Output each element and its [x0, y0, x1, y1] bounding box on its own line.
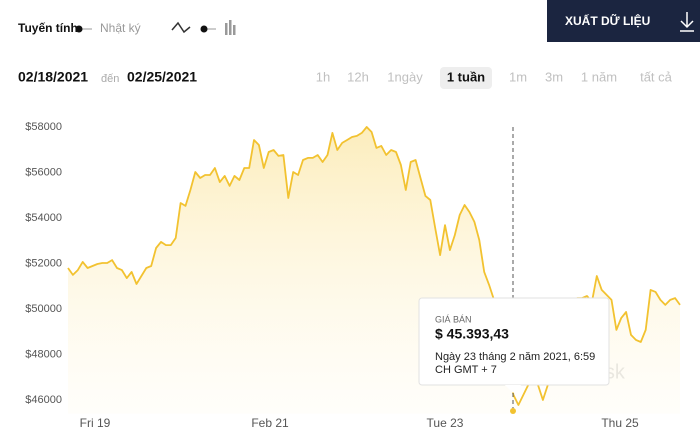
bar-icon[interactable] [225, 20, 236, 35]
hover-dot [510, 408, 516, 414]
range-button[interactable]: 12h [347, 69, 369, 84]
range-button[interactable]: 1ngày [387, 69, 423, 84]
export-label[interactable]: XUẤT DỮ LIỆU [565, 13, 650, 28]
tooltip-arrow [505, 385, 521, 393]
area [68, 127, 680, 414]
range-selected-bg[interactable] [440, 67, 492, 89]
date-from[interactable]: 02/18/2021 [18, 69, 88, 85]
y-tick-label: $46000 [25, 394, 62, 406]
range-button[interactable]: 1m [509, 69, 527, 84]
y-tick-label: $52000 [25, 257, 62, 269]
line-icon[interactable] [171, 21, 191, 34]
range-button[interactable]: tất cả [640, 69, 673, 84]
y-tick-label: $56000 [25, 166, 62, 178]
download-icon[interactable] [680, 12, 694, 32]
tooltip-label: GIÁ BÁN [435, 314, 472, 324]
date-sep: đến [101, 73, 119, 85]
x-tick-label: Fri 19 [80, 416, 111, 430]
range-button[interactable]: 1h [316, 69, 330, 84]
tooltip-date: CH GMT + 7 [435, 364, 497, 376]
date-to[interactable]: 02/25/2021 [127, 69, 197, 85]
y-tick-label: $58000 [25, 121, 62, 133]
tooltip-price: $ 45.393,43 [435, 326, 509, 342]
range-button[interactable]: 3m [545, 69, 563, 84]
log-toggle-label[interactable]: Nhật ký [100, 21, 141, 35]
y-tick-label: $54000 [25, 212, 62, 224]
toggle-knob[interactable] [75, 25, 83, 33]
x-tick-label: Thu 25 [601, 416, 639, 430]
export-button[interactable] [547, 0, 700, 42]
range-button[interactable]: 1 năm [581, 69, 617, 84]
tooltip-date: Ngày 23 tháng 2 năm 2021, 6:59 [435, 351, 595, 363]
linear-toggle-label[interactable]: Tuyến tính [18, 21, 78, 35]
x-tick-label: Feb 21 [251, 416, 289, 430]
toggle-knob[interactable] [200, 25, 208, 33]
range-button[interactable]: 1 tuần [447, 69, 485, 84]
y-tick-label: $48000 [25, 348, 62, 360]
y-tick-label: $50000 [25, 303, 62, 315]
x-tick-label: Tue 23 [427, 416, 464, 430]
